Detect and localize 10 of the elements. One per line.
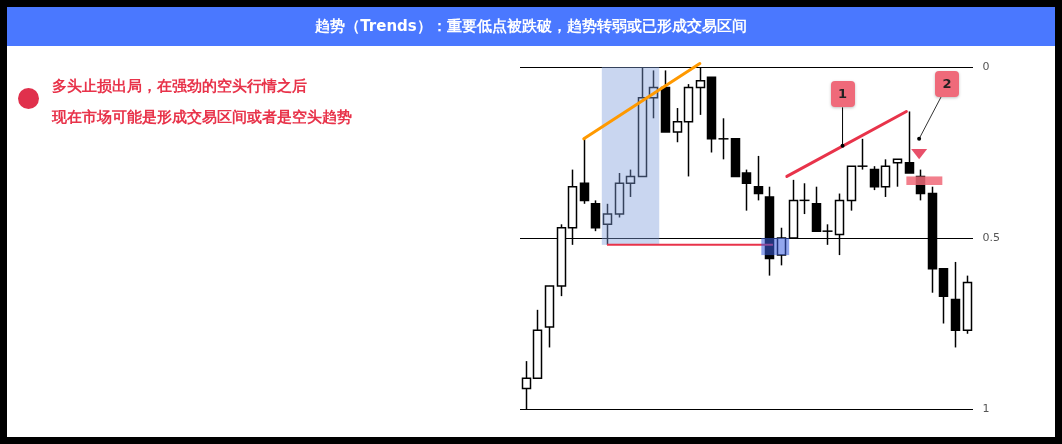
y-tick-label: 1	[982, 401, 990, 415]
chart-title: 趋势（Trends）：重要低点被跌破，趋势转弱或已形成交易区间	[7, 7, 1055, 46]
y-tick-label: 0	[982, 59, 990, 73]
callout-badge: 2	[934, 71, 959, 98]
text: 多头止损出局，在强劲的空头行情之后	[52, 76, 308, 97]
y-tick-label: 0.5	[982, 230, 1001, 244]
callout-badge: 1	[830, 81, 855, 108]
candlestick	[856, 138, 869, 171]
text: 现在市场可能是形成交易区间或者是空头趋势	[52, 107, 352, 128]
candlestick	[717, 117, 730, 161]
